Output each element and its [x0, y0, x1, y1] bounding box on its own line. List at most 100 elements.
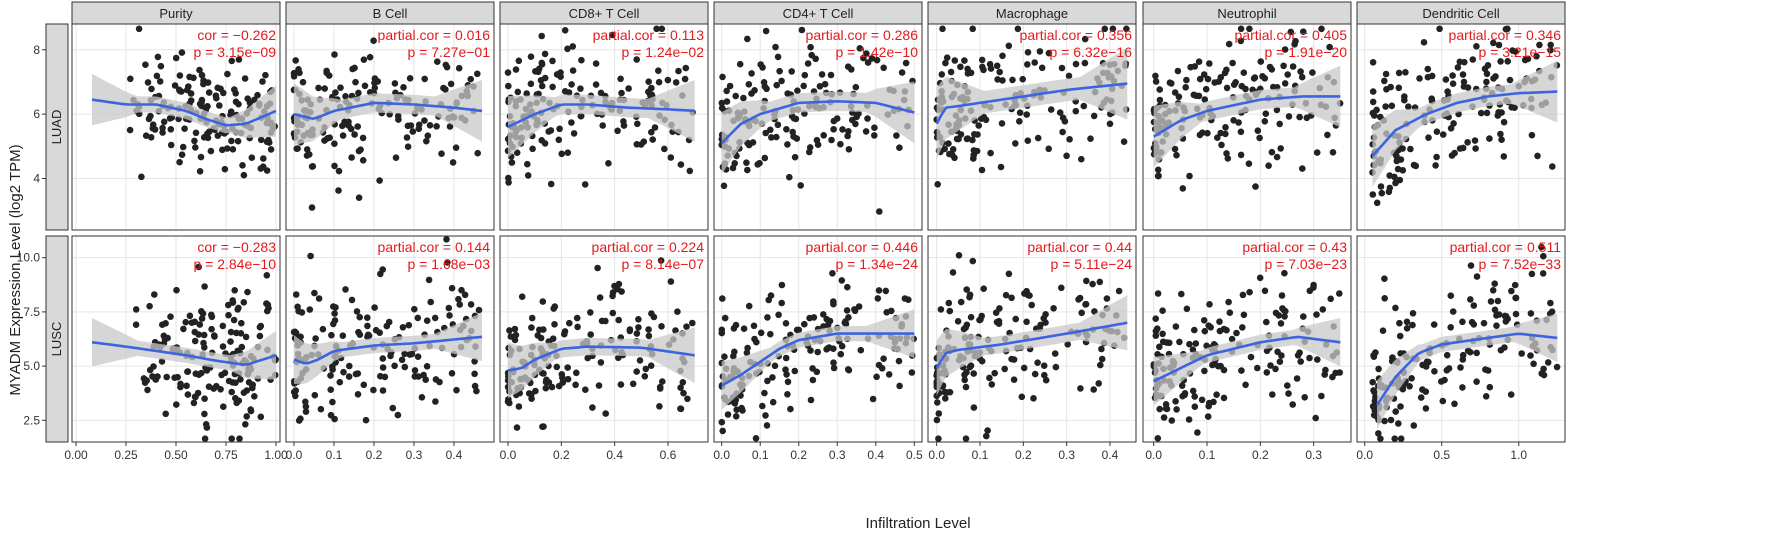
data-point	[1497, 346, 1505, 354]
data-point	[656, 403, 663, 410]
data-point	[667, 278, 675, 285]
data-point	[356, 313, 364, 321]
data-point	[198, 96, 206, 104]
smooth-line	[1153, 335, 1341, 383]
data-point	[749, 139, 757, 146]
data-point	[183, 382, 190, 390]
data-point	[256, 332, 264, 340]
data-point	[1034, 359, 1041, 367]
data-point	[444, 259, 451, 266]
data-point	[1031, 370, 1039, 378]
data-point	[1377, 113, 1384, 121]
data-point	[1296, 113, 1303, 121]
data-point	[364, 322, 371, 330]
data-point	[751, 87, 758, 94]
y-tick-label: 2.5	[23, 413, 40, 427]
data-point	[609, 31, 616, 39]
data-point	[1528, 270, 1536, 278]
data-point	[342, 286, 349, 293]
data-point	[939, 25, 946, 33]
data-point	[791, 367, 799, 375]
data-point	[192, 129, 200, 137]
data-point	[1081, 35, 1089, 43]
data-point	[1379, 327, 1387, 335]
data-point	[471, 370, 478, 378]
data-point	[306, 306, 314, 313]
data-point	[474, 70, 481, 78]
data-point	[987, 65, 995, 72]
data-point	[1382, 70, 1390, 78]
data-point	[830, 298, 837, 305]
data-point	[1213, 391, 1220, 399]
data-point	[1484, 367, 1492, 374]
data-point	[618, 288, 625, 295]
confidence-band	[1153, 318, 1341, 406]
data-point	[954, 318, 962, 325]
data-point	[1242, 381, 1249, 389]
data-point	[868, 55, 876, 62]
data-point	[311, 391, 319, 399]
data-point	[196, 168, 204, 175]
data-point	[535, 90, 542, 98]
data-point	[541, 140, 549, 147]
data-point	[1377, 435, 1384, 443]
panel-border	[713, 23, 923, 231]
data-point	[564, 149, 572, 156]
data-point	[1156, 86, 1163, 93]
data-point	[538, 82, 546, 90]
data-point	[664, 76, 672, 84]
stat-annotation: p = 7.52e−33	[1478, 256, 1561, 272]
data-point	[518, 293, 526, 301]
data-point	[1433, 128, 1441, 135]
data-point	[1392, 179, 1399, 187]
data-point	[657, 257, 665, 264]
data-point	[577, 85, 584, 92]
data-point	[677, 384, 684, 392]
data-point	[1482, 393, 1490, 400]
column-strip-label: CD4+ T Cell	[783, 6, 854, 21]
data-point	[467, 301, 475, 308]
data-point	[173, 286, 180, 294]
data-point	[1205, 402, 1212, 410]
data-point	[561, 27, 569, 34]
data-point	[406, 75, 414, 82]
data-point	[184, 391, 192, 398]
data-point	[159, 124, 166, 132]
data-point	[773, 133, 780, 141]
data-point	[163, 373, 170, 381]
data-point	[1182, 84, 1189, 91]
data-point	[732, 413, 740, 420]
data-point	[837, 140, 844, 148]
data-point	[257, 322, 265, 330]
data-point	[791, 153, 799, 161]
data-point	[1408, 375, 1415, 382]
data-point	[1381, 77, 1388, 85]
data-point	[1257, 58, 1265, 65]
data-point	[1023, 318, 1030, 326]
data-point	[197, 153, 205, 161]
data-point	[1041, 371, 1048, 379]
data-point	[783, 126, 790, 133]
data-point	[753, 338, 760, 346]
data-point	[1237, 37, 1245, 45]
smooth-line	[1375, 332, 1558, 406]
data-point	[556, 125, 563, 133]
data-point	[543, 376, 550, 384]
data-point	[1431, 368, 1438, 375]
data-point	[1456, 145, 1464, 152]
data-point	[1276, 120, 1283, 128]
data-point	[354, 123, 362, 130]
column-strip-label: Neutrophil	[1217, 6, 1276, 21]
data-point	[756, 159, 763, 167]
data-point	[452, 144, 460, 151]
data-point	[883, 309, 890, 316]
data-point	[1097, 361, 1104, 369]
data-point	[154, 373, 161, 380]
data-point	[838, 277, 846, 284]
data-point	[752, 435, 760, 442]
data-point	[228, 137, 235, 145]
data-point	[1471, 137, 1479, 144]
data-point	[634, 120, 641, 128]
data-point	[415, 121, 423, 129]
